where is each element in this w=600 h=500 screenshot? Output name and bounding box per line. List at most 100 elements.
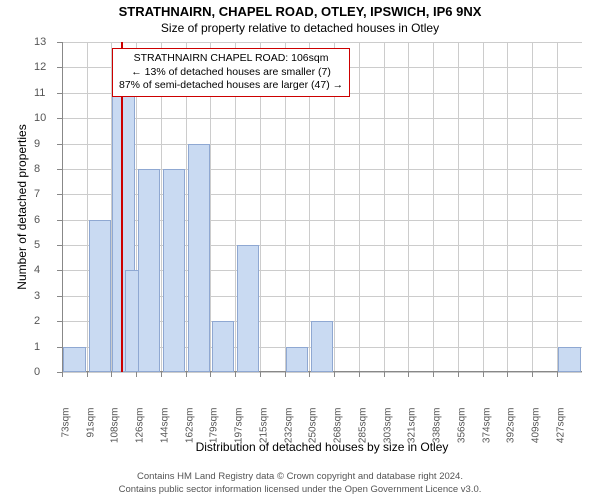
gridline-v bbox=[532, 42, 533, 372]
ytick-label: 12 bbox=[34, 61, 56, 73]
xtick-mark bbox=[433, 372, 434, 377]
ytick-label: 1 bbox=[34, 341, 56, 353]
xtick-label: 162sqm bbox=[184, 408, 195, 458]
xtick-label: 73sqm bbox=[61, 408, 72, 458]
xtick-mark bbox=[557, 372, 558, 377]
ytick-mark bbox=[57, 270, 62, 271]
ytick-mark bbox=[57, 169, 62, 170]
ytick-mark bbox=[57, 118, 62, 119]
gridline-v bbox=[507, 42, 508, 372]
xtick-mark bbox=[384, 372, 385, 377]
xtick-label: 338sqm bbox=[432, 408, 443, 458]
ytick-label: 11 bbox=[34, 87, 56, 99]
histogram-bar bbox=[286, 347, 308, 372]
ytick-mark bbox=[57, 67, 62, 68]
xtick-mark bbox=[309, 372, 310, 377]
xtick-mark bbox=[210, 372, 211, 377]
gridline-v bbox=[359, 42, 360, 372]
ytick-mark bbox=[57, 93, 62, 94]
y-axis-label: Number of detached properties bbox=[15, 117, 29, 297]
histogram-bar bbox=[188, 144, 210, 372]
ytick-mark bbox=[57, 245, 62, 246]
chart-title: STRATHNAIRN, CHAPEL ROAD, OTLEY, IPSWICH… bbox=[0, 0, 600, 19]
xtick-label: 409sqm bbox=[531, 408, 542, 458]
xtick-label: 108sqm bbox=[110, 408, 121, 458]
xtick-mark bbox=[235, 372, 236, 377]
info-box-line1: STRATHNAIRN CHAPEL ROAD: 106sqm bbox=[119, 52, 343, 66]
xtick-label: 427sqm bbox=[555, 408, 566, 458]
gridline-v bbox=[87, 42, 88, 372]
ytick-label: 6 bbox=[34, 214, 56, 226]
ytick-label: 8 bbox=[34, 163, 56, 175]
xtick-mark bbox=[161, 372, 162, 377]
xtick-label: 91sqm bbox=[85, 408, 96, 458]
ytick-label: 3 bbox=[34, 290, 56, 302]
xtick-mark bbox=[334, 372, 335, 377]
xtick-mark bbox=[408, 372, 409, 377]
histogram-bar bbox=[163, 169, 185, 372]
gridline-v bbox=[483, 42, 484, 372]
xtick-label: 321sqm bbox=[407, 408, 418, 458]
xtick-label: 303sqm bbox=[382, 408, 393, 458]
histogram-bar bbox=[237, 245, 259, 372]
xtick-label: 232sqm bbox=[283, 408, 294, 458]
ytick-label: 13 bbox=[34, 36, 56, 48]
histogram-bar bbox=[212, 321, 234, 372]
xtick-label: 250sqm bbox=[308, 408, 319, 458]
xtick-mark bbox=[260, 372, 261, 377]
info-box-line3: 87% of semi-detached houses are larger (… bbox=[119, 79, 343, 93]
gridline-v bbox=[433, 42, 434, 372]
xtick-mark bbox=[186, 372, 187, 377]
xtick-mark bbox=[136, 372, 137, 377]
xtick-mark bbox=[532, 372, 533, 377]
xtick-label: 268sqm bbox=[333, 408, 344, 458]
info-box-line2: ← 13% of detached houses are smaller (7) bbox=[119, 66, 343, 80]
ytick-mark bbox=[57, 347, 62, 348]
xtick-label: 285sqm bbox=[357, 408, 368, 458]
xtick-label: 392sqm bbox=[506, 408, 517, 458]
axis-line bbox=[62, 42, 63, 372]
ytick-mark bbox=[57, 144, 62, 145]
xtick-label: 356sqm bbox=[456, 408, 467, 458]
gridline-h bbox=[62, 118, 582, 119]
chart-container: STRATHNAIRN, CHAPEL ROAD, OTLEY, IPSWICH… bbox=[0, 0, 600, 500]
chart-subtitle: Size of property relative to detached ho… bbox=[0, 19, 600, 35]
ytick-label: 2 bbox=[34, 315, 56, 327]
histogram-bar bbox=[558, 347, 580, 372]
xtick-mark bbox=[62, 372, 63, 377]
xtick-mark bbox=[359, 372, 360, 377]
ytick-label: 0 bbox=[34, 366, 56, 378]
histogram-bar bbox=[89, 220, 111, 372]
ytick-mark bbox=[57, 220, 62, 221]
info-box: STRATHNAIRN CHAPEL ROAD: 106sqm← 13% of … bbox=[112, 48, 350, 97]
gridline-v bbox=[458, 42, 459, 372]
xtick-label: 126sqm bbox=[135, 408, 146, 458]
gridline-h bbox=[62, 372, 582, 373]
xtick-mark bbox=[87, 372, 88, 377]
gridline-h bbox=[62, 42, 582, 43]
ytick-mark bbox=[57, 321, 62, 322]
gridline-h bbox=[62, 144, 582, 145]
attribution-line1: Contains HM Land Registry data © Crown c… bbox=[0, 471, 600, 483]
ytick-label: 9 bbox=[34, 138, 56, 150]
ytick-label: 5 bbox=[34, 239, 56, 251]
xtick-label: 197sqm bbox=[234, 408, 245, 458]
ytick-label: 10 bbox=[34, 112, 56, 124]
ytick-mark bbox=[57, 42, 62, 43]
gridline-v bbox=[557, 42, 558, 372]
xtick-mark bbox=[507, 372, 508, 377]
gridline-v bbox=[408, 42, 409, 372]
xtick-mark bbox=[483, 372, 484, 377]
gridline-v bbox=[384, 42, 385, 372]
histogram-bar bbox=[138, 169, 160, 372]
xtick-mark bbox=[285, 372, 286, 377]
ytick-label: 4 bbox=[34, 264, 56, 276]
ytick-mark bbox=[57, 194, 62, 195]
histogram-bar bbox=[311, 321, 333, 372]
attribution: Contains HM Land Registry data © Crown c… bbox=[0, 471, 600, 496]
attribution-line2: Contains public sector information licen… bbox=[0, 484, 600, 496]
xtick-label: 144sqm bbox=[159, 408, 170, 458]
xtick-mark bbox=[111, 372, 112, 377]
xtick-label: 215sqm bbox=[258, 408, 269, 458]
ytick-mark bbox=[57, 296, 62, 297]
